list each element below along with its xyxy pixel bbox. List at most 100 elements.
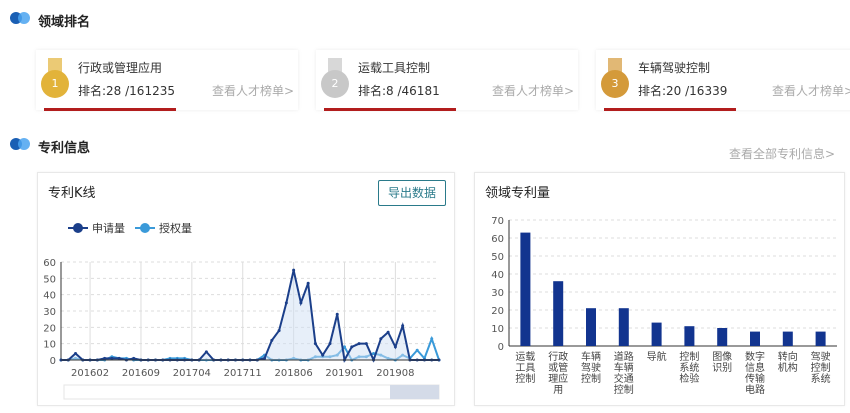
zoom-slider-handle[interactable] [390,385,439,399]
data-point [284,301,288,305]
export-data-button[interactable]: 导出数据 [378,180,446,206]
data-point [335,312,339,316]
bar-panel: 领域专利量 0 10 20 30 40 50 60 70 运载 工具 控制 行政 或管 理应用车辆 驾驶 控制… [474,172,845,406]
x-tick-label: 导航 [647,350,667,363]
rank-value: 排名:8 /46181 [358,84,440,98]
x-tick-label: 201901 [325,368,363,379]
x-tick-label: 传输 [745,372,765,385]
legend: 申请量 授权量 [68,220,192,236]
x-tick-label: 控制 [614,383,634,396]
y-tick-label: 10 [491,324,504,335]
rank-field: 车辆驾驶控制 [638,61,711,75]
x-tick-label: 机构 [778,361,798,374]
y-tick-label: 30 [491,288,504,299]
y-tick-label: 0 [50,356,56,367]
x-tick-label: 识别 [712,362,732,374]
x-tick-label: 系统 [679,361,699,374]
section-title-ranking: 领域排名 [38,15,91,30]
x-tick-label: 控制 [515,372,535,385]
x-tick-label: 电路 [745,383,765,396]
bar [684,326,695,346]
data-point [343,345,346,349]
rank-field: 行政或管理应用 [78,61,163,75]
section-icon [10,138,32,150]
x-tick-label: 工具 [515,362,535,374]
bar [782,331,793,346]
y-tick-label: 50 [43,274,56,285]
x-tick-label: 控制 [581,372,601,385]
y-tick-label: 40 [43,291,56,302]
data-point [350,345,354,349]
line-chart: 0 10 20 30 40 50 60 201602 201609 201704 201711 201… [43,258,441,400]
x-tick-label: 道路 [614,350,634,363]
data-point [74,351,78,355]
view-talent-list-link[interactable]: 查看人才榜单> [771,84,850,98]
x-tick-label: 201704 [173,368,211,379]
x-tick-label: 系统 [811,372,831,385]
y-tick-label: 10 [43,340,56,351]
series-area [61,270,439,360]
x-tick-label: 检验 [679,372,699,385]
data-point [401,324,405,328]
data-point [328,342,332,346]
view-talent-list-link[interactable]: 查看人才榜单> [491,84,574,98]
x-tick-label: 驾驶 [581,361,601,374]
medal-icon: 2 [321,58,349,98]
data-point [270,338,274,342]
data-point [277,329,281,333]
bar [553,281,564,346]
legend-apply[interactable]: 申请量 [68,220,125,236]
legend-marker [68,223,88,233]
bar-title: 领域专利量 [485,186,551,201]
x-tick-label: 驾驶 [811,350,831,363]
bar [717,328,728,346]
section-title-patent: 专利信息 [38,141,91,156]
y-tick-label: 60 [43,258,56,269]
zoom-slider[interactable] [63,384,440,400]
y-tick-label: 20 [43,323,56,334]
bar [520,232,531,346]
data-point [386,330,390,334]
y-tick-label: 40 [491,270,504,281]
bar [586,308,596,346]
bar [651,322,662,346]
data-point [393,345,397,349]
x-tick-label: 转向 [778,350,798,363]
data-point [321,353,325,357]
bar [815,331,826,346]
x-tick-label: 车辆 [614,361,634,374]
data-point [306,281,310,285]
x-tick-label: 交通 [614,372,634,385]
rank-field: 运载工具控制 [358,61,431,75]
section-icon [10,12,32,24]
rank-underline [604,108,736,111]
rank-value: 排名:20 /16339 [638,84,728,98]
x-tick-label: 图像 [712,351,732,363]
data-point [117,356,121,360]
data-point [204,350,208,354]
medal-icon: 1 [41,58,69,98]
rank-underline [324,108,456,111]
bar [750,331,760,346]
x-tick-label: 或管 [548,361,568,374]
data-point [415,348,419,352]
data-point [379,337,383,341]
data-point [132,356,136,360]
x-tick-label: 信息 [745,361,765,374]
y-tick-label: 70 [491,216,504,227]
rank-card: 1 行政或管理应用 排名:28 /161235 查看人才榜单> [36,50,298,111]
data-point [364,342,368,346]
data-point [372,351,376,355]
x-tick-label: 控制 [811,361,831,374]
x-tick-label: 车辆 [581,350,601,363]
legend-grant[interactable]: 授权量 [135,220,192,236]
view-all-patents-link[interactable]: 查看全部专利信息> [729,147,836,161]
data-point [110,356,114,360]
bar-chart: 010203040506070运载工具控制行政或管理应用车辆驾驶控制道路车辆交通… [491,216,837,396]
view-talent-list-link[interactable]: 查看人才榜单> [211,84,294,98]
legend-marker [135,223,155,233]
y-tick-label: 60 [491,234,504,245]
x-tick-label: 行政 [548,350,568,363]
data-point [292,268,296,272]
rank-underline [44,108,176,111]
